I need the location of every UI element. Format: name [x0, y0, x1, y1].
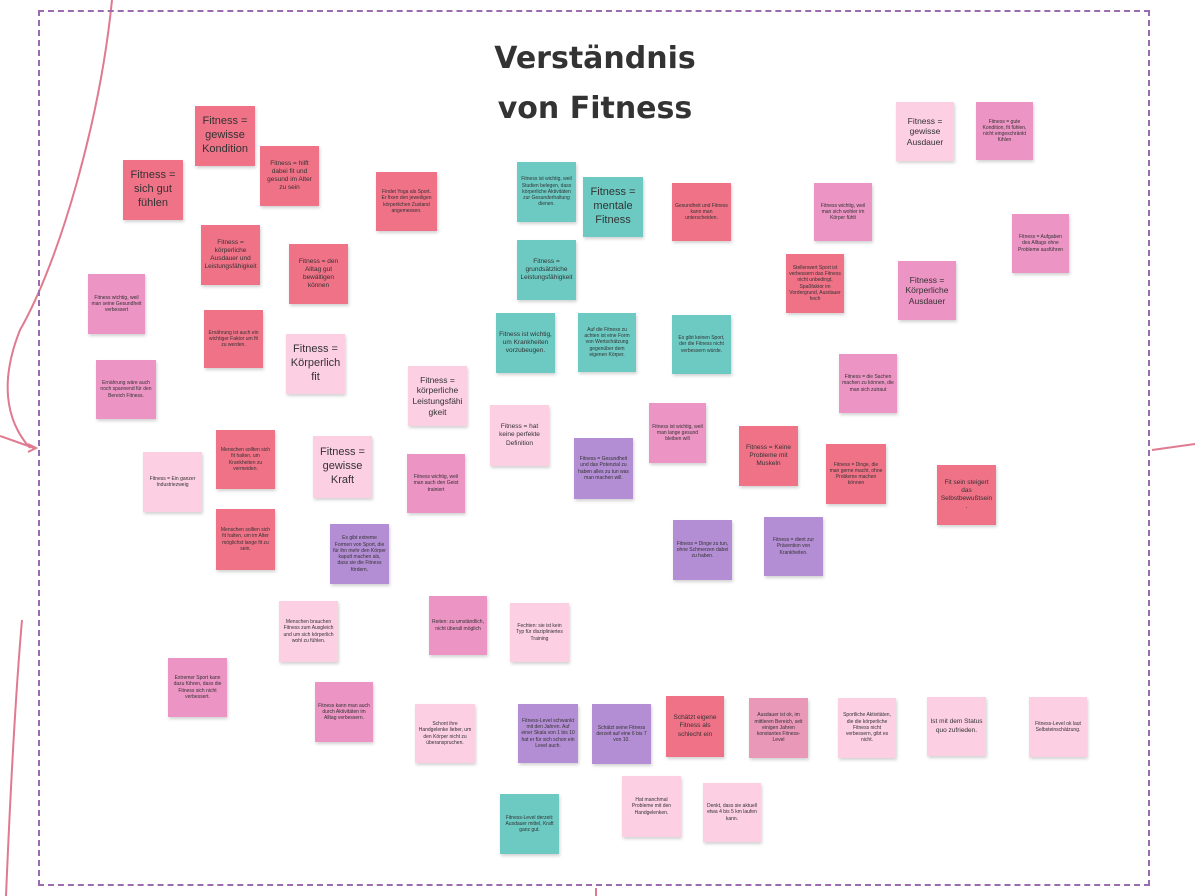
sticky-note[interactable]: Ernährung ist auch ein wichtiger Faktor … [204, 310, 263, 368]
sticky-note[interactable]: Denkt, dass sie aktuell etwa 4 bis 5 km … [703, 783, 761, 842]
sticky-note[interactable]: Es gibt extreme Formen von Sport, die fü… [330, 524, 389, 584]
sticky-note[interactable]: Fitness-Level schwankt mit den Jahren. A… [518, 704, 578, 763]
sticky-note[interactable]: Fitness = hilft dabei fit und gesund im … [260, 146, 319, 206]
sticky-note[interactable]: Fitness = Aufgaben des Alltags ohne Prob… [1012, 214, 1069, 273]
sticky-note[interactable]: Fitness-Level ok laut Selbsteinschätzung… [1029, 697, 1087, 757]
sticky-note[interactable]: Fitness = dient zur Prävention von Krank… [764, 517, 823, 576]
sticky-note[interactable]: Fitness = grundsätzliche Leistungsfähigk… [517, 240, 576, 300]
sticky-note[interactable]: Fitness = die Sachen machen zu können, d… [839, 354, 897, 413]
sticky-note[interactable]: Fitness = Keine Probleme mit Muskeln [739, 426, 798, 486]
sticky-note[interactable]: Ist mit dem Status quo zufrieden. [927, 697, 986, 756]
sticky-note[interactable]: Fitness = den Alltag gut bewältigen könn… [289, 244, 348, 304]
sticky-note[interactable]: Fitness = gewisse Ausdauer [896, 102, 954, 161]
sticky-note[interactable]: Schätzt eigene Fitness als schlecht ein [666, 696, 724, 757]
sticky-note[interactable]: Fitness = Dinge zu tun, ohne Schmerzen d… [673, 520, 732, 580]
sticky-note[interactable]: Menschen sollten sich fit halten, um im … [216, 509, 275, 570]
sticky-note[interactable]: Fitness wichtig, weil man auch den Geist… [407, 454, 465, 513]
sticky-note[interactable]: Es gibt keinen Sport, der die Fitness ni… [672, 315, 731, 374]
sticky-note[interactable]: Menschen brauchen Fitness zum Ausgleich … [279, 601, 338, 662]
connector-right [1151, 443, 1195, 451]
sticky-note[interactable]: Fitness = gewisse Kraft [313, 436, 372, 498]
sticky-note[interactable]: Schätzt seine Fitness derzeit auf eine 6… [592, 704, 651, 764]
sticky-note[interactable]: Fitness wichtig, weil man seine Gesundhe… [88, 274, 145, 334]
sticky-note[interactable]: Fitness ist wichtig, weil Studien belege… [517, 162, 576, 222]
sticky-note[interactable]: Fitness = körperliche Ausdauer und Leist… [201, 225, 260, 285]
sticky-note[interactable]: Ausdauer ist ok, im mittleren Bereich, s… [749, 698, 808, 758]
sticky-note[interactable]: Fitness = gute Kondition, fit fühlen, ni… [976, 102, 1033, 160]
sticky-note[interactable]: Menschen sollten sich fit halten, um Kra… [216, 430, 275, 489]
connector-left-arrow [0, 435, 35, 449]
sticky-note[interactable]: Fit sein steigert das Selbstbewußtsein. [937, 465, 996, 525]
sticky-note[interactable]: Stellenwert Sport ist verbessern das Fit… [786, 254, 844, 313]
sticky-note[interactable]: Fitness = gewisse Kondition [195, 106, 255, 166]
sticky-note[interactable]: Fitness = körperliche Leistungsfähigkeit [408, 366, 467, 426]
sticky-note[interactable]: Fitness = Ein ganzer Industriezweig [143, 452, 202, 512]
title-line-1: Verständnis [494, 41, 696, 76]
sticky-note[interactable]: Fitness = mentale Fitness [583, 177, 643, 237]
sticky-note[interactable]: Fitness = Körperlich fit [286, 334, 345, 394]
board-title: Verständnis von Fitness [430, 34, 760, 134]
sticky-note[interactable]: Fitness-Level derzeit: Ausdauer mittel, … [500, 794, 559, 854]
board-frame[interactable] [38, 10, 1150, 886]
sticky-note[interactable]: Ernährung wäre auch noch spannend für de… [96, 360, 156, 419]
sticky-note[interactable]: Fitness ist wichtig, weil man lange gesu… [649, 403, 706, 463]
connector-left-bottom [5, 619, 23, 896]
sticky-note[interactable]: Gesundheit und Fitness kann man untersch… [672, 183, 731, 241]
sticky-note[interactable]: Auf die Fitness zu achten ist eine Form … [578, 313, 636, 372]
sticky-note[interactable]: Fitness = sich gut fühlen [123, 160, 183, 220]
sticky-note[interactable]: Fitness = Gesundheit und das Potenzial z… [574, 438, 633, 499]
title-line-2: von Fitness [497, 91, 693, 126]
sticky-note[interactable]: Fitness kann man auch durch Aktivitäten … [315, 682, 373, 742]
arrowhead-icon [27, 443, 39, 453]
sticky-note[interactable]: Schont ihre Handgelenke lieber, um den K… [415, 704, 475, 763]
sticky-note[interactable]: Fitness ist wichtig, um Krankheiten vorz… [496, 313, 555, 373]
sticky-note[interactable]: Reiten: zu umständlich, nicht überall mö… [429, 596, 487, 655]
sticky-note[interactable]: Fechten: sie ist kein Typ für disziplini… [510, 603, 569, 662]
sticky-note[interactable]: Fitness = Körperliche Ausdauer [898, 261, 956, 320]
connector-left-top [6, 0, 113, 449]
sticky-note[interactable]: Extremer Sport kann dazu führen, dass di… [168, 658, 227, 717]
sticky-note[interactable]: Fitness = Dinge, die man gerne macht, oh… [826, 444, 886, 504]
sticky-note[interactable]: Fitness = hat keine perfekte Definition [490, 405, 549, 466]
sticky-note[interactable]: Fitness wichtig, weil man sich wohler im… [814, 183, 872, 241]
sticky-note[interactable]: Sportliche Aktivitäten, die die körperli… [838, 698, 896, 758]
sticky-note[interactable]: Hat manchmal Probleme mit den Handgelenk… [622, 776, 681, 837]
sticky-note[interactable]: Findet Yoga als Sport. Er fixen den jewe… [376, 172, 437, 231]
